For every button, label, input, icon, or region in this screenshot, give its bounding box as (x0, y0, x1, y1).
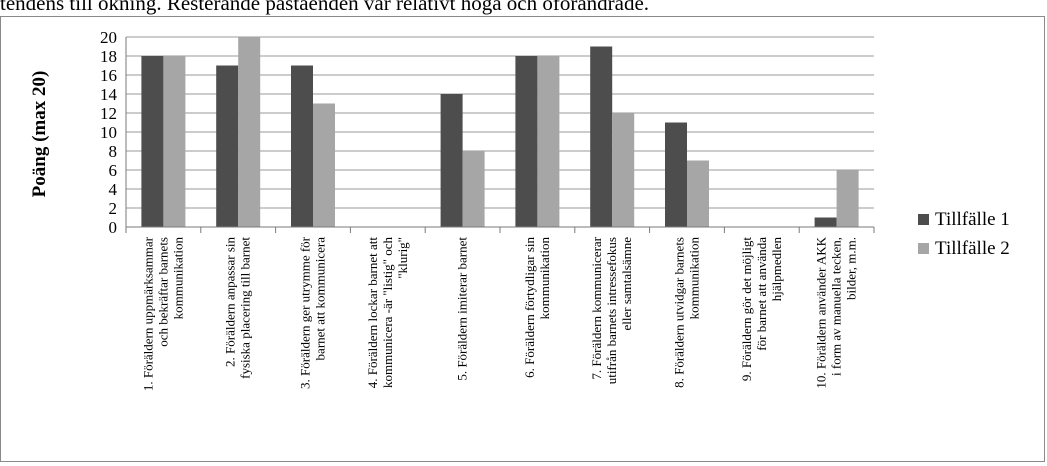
x-category-label-line: för barnet att använda (754, 237, 769, 351)
x-category-label-line: hjälpmedlen (769, 237, 784, 302)
y-axis-label: Poäng (max 20) (29, 71, 50, 198)
x-category-label-line: 10. Föräldern använder AKK (814, 236, 829, 388)
x-category-label: 3. Föräldern ger utrymme förbarnet att k… (298, 236, 328, 389)
page-text-fragment: tendens till ökning. Resterande påståend… (0, 0, 650, 15)
legend-swatch (918, 243, 929, 254)
bar-1-5 (440, 94, 463, 227)
x-category-label-line: barnet att kommunicera (313, 237, 328, 361)
y-tick-label: 12 (100, 104, 117, 123)
bar-1-6 (515, 56, 538, 227)
x-category-label-line: 9. Föräldern gör det möjligt (739, 237, 754, 381)
y-tick-label: 10 (100, 123, 117, 142)
x-category-label: 4. Föräldern lockar barnet attkommunicer… (365, 237, 410, 389)
x-category-label-line: eller samtalsämne (619, 237, 634, 331)
x-category-label-line: kommunikation (170, 237, 185, 320)
y-tick-label: 6 (109, 161, 118, 180)
x-category-label: 2. Föräldern anpassar sinfysiska placeri… (223, 237, 253, 379)
y-tick-label: 20 (100, 28, 117, 47)
y-tick-label: 0 (109, 218, 118, 237)
bar-1-3 (291, 65, 313, 227)
x-category-label-line: kommunicera -är "listig" och (380, 237, 395, 389)
bar-2-2 (238, 37, 261, 227)
x-category-label-line: 1. Föräldern uppmärksammar (140, 236, 155, 391)
bar-1-8 (665, 122, 687, 227)
bar-2-8 (687, 160, 709, 227)
x-category-label-line: kommunikation (687, 237, 702, 320)
bar-2-5 (462, 151, 485, 227)
x-category-label-line: kommunikation (537, 237, 552, 320)
x-category-label: 6. Föräldern förtydligar sinkommunikatio… (522, 237, 552, 378)
y-tick-label: 16 (100, 66, 117, 85)
x-category-label: 1. Föräldern uppmärksammaroch bekräftar … (140, 236, 185, 391)
x-category-label-line: 7. Föräldern kommunicerar (589, 236, 604, 379)
legend-swatch (918, 214, 929, 225)
bar-2-6 (537, 56, 560, 227)
x-category-label-line: 6. Föräldern förtydligar sin (522, 237, 537, 378)
chart-frame: 0 2 4 6 8 10 12 14 16 18 20 1. Föräldern uppmärksa… (0, 16, 1045, 462)
y-tick-label: 18 (100, 47, 117, 66)
x-category-label-line: i form av manuella tecken, (829, 237, 844, 376)
x-category-label-line: och bekräftar barnets (155, 237, 170, 347)
x-category-label-line: utifrån barnets intressefokus (604, 237, 619, 384)
x-category-label-line: 3. Föräldern ger utrymme för (298, 236, 313, 389)
bar-1-2 (216, 65, 239, 227)
bar-1-1 (141, 56, 164, 227)
y-tick-label: 4 (109, 180, 118, 199)
y-tick-label: 14 (100, 85, 118, 104)
bar-2-10 (836, 170, 859, 227)
x-category-label-line: bilder, m.m. (844, 237, 859, 300)
axes (125, 37, 875, 233)
x-category-label: 5. Föräldern imiterar barnet (455, 237, 470, 381)
y-tick-label: 8 (109, 142, 118, 161)
y-tick-label: 2 (109, 199, 118, 218)
x-category-label: 9. Föräldern gör det möjligtför barnet a… (739, 237, 784, 382)
x-category-label-line: 2. Föräldern anpassar sin (223, 237, 238, 367)
bars (141, 37, 859, 227)
x-category-label-line: fysiska placering till barnet (238, 237, 253, 379)
legend-label: Tillfälle 2 (935, 238, 1010, 259)
bar-2-1 (163, 56, 186, 227)
bar-1-10 (814, 217, 837, 227)
legend: Tillfälle 1 Tillfälle 2 (918, 209, 1010, 259)
x-category-label-line: 8. Föräldern utvidgar barnets (672, 237, 687, 388)
bar-1-7 (590, 46, 613, 227)
x-category-label-line: 5. Föräldern imiterar barnet (455, 237, 470, 381)
x-category-labels: 1. Föräldern uppmärksammaroch bekräftar … (140, 236, 858, 391)
x-category-label: 10. Föräldern använder AKKi form av manu… (814, 236, 859, 388)
legend-label: Tillfälle 1 (935, 209, 1010, 230)
x-category-label-line: "klurig" (395, 237, 410, 279)
bar-2-7 (612, 113, 635, 227)
bar-2-3 (313, 103, 335, 227)
x-category-label: 7. Föräldern kommunicerarutifrån barnets… (589, 236, 634, 384)
x-category-label-line: 4. Föräldern lockar barnet att (365, 237, 380, 389)
x-category-label: 8. Föräldern utvidgar barnetskommunikati… (672, 237, 702, 388)
